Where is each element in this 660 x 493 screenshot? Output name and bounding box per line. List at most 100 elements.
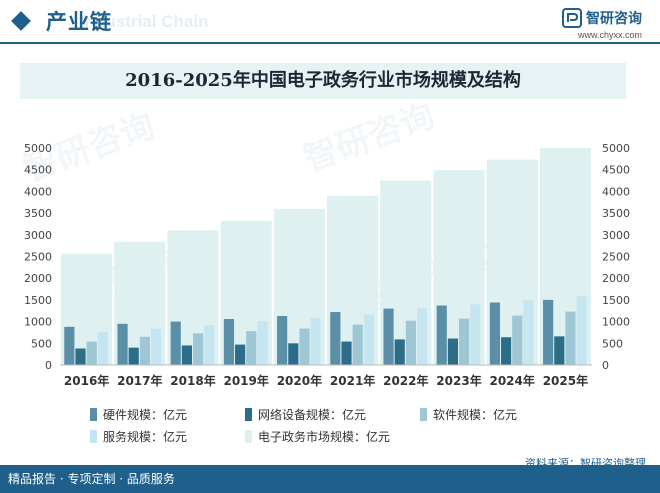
y-tick-label-left: 0	[45, 359, 52, 372]
series-bar-4	[97, 332, 108, 365]
x-tick-label: 2024年	[489, 373, 534, 388]
series-bar-1	[543, 299, 554, 365]
series-bar-1	[64, 326, 75, 365]
x-tick-label: 2019年	[223, 373, 268, 388]
legend-swatch	[245, 408, 252, 421]
series-bar-4	[150, 328, 162, 365]
x-tick-label: 2023年	[436, 373, 481, 388]
series-bar-2	[181, 345, 192, 365]
legend-item: 电子政务市场规模：亿元	[245, 428, 390, 445]
y-tick-label-right: 1000	[602, 316, 630, 329]
footer: 精品报告 · 专项定制 · 品质服务	[0, 465, 660, 493]
legend-swatch	[90, 408, 97, 421]
y-tick-label-left: 3000	[24, 229, 52, 242]
y-tick-label-left: 500	[31, 337, 52, 350]
diamond-icon	[11, 11, 31, 31]
series-bar-2	[128, 347, 139, 365]
x-tick-label: 2022年	[383, 373, 428, 388]
series-bar-4	[204, 325, 215, 365]
header-ghost-text: Industrial Chain	[80, 12, 209, 31]
series-bar-3	[459, 318, 470, 365]
legend-swatch	[90, 430, 97, 443]
y-tick-label-right: 2500	[602, 251, 630, 264]
series-bar-1	[489, 302, 501, 365]
y-tick-label-right: 500	[602, 337, 623, 350]
y-tick-label-right: 3000	[602, 229, 630, 242]
series-bar-1	[170, 321, 181, 365]
y-tick-label-right: 2000	[602, 272, 630, 285]
x-tick-label: 2021年	[330, 373, 375, 388]
y-tick-label-right: 4500	[602, 164, 630, 177]
series-bar-2	[501, 337, 512, 365]
footer-slogan: 精品报告 · 专项定制 · 品质服务	[8, 472, 175, 486]
series-bar-3	[352, 324, 363, 365]
legend-item: 硬件规模：亿元	[90, 406, 187, 423]
series-bar-1	[223, 318, 235, 365]
series-bar-2	[341, 341, 352, 365]
series-bar-3	[139, 336, 150, 365]
x-tick-label: 2020年	[277, 373, 322, 388]
series-bar-4	[363, 314, 374, 365]
legend-item: 服务规模：亿元	[90, 428, 187, 445]
header-rule	[0, 42, 660, 44]
series-bar-4	[416, 308, 428, 365]
series-bar-3	[193, 333, 204, 365]
series-bar-4	[576, 295, 587, 365]
section-title: 产业链	[46, 10, 112, 34]
series-bar-1	[436, 305, 447, 365]
chart-title-band: 2016-2025年中国电子政务行业市场规模及结构	[20, 63, 626, 99]
series-bar-2	[394, 339, 405, 365]
x-tick-label: 2017年	[117, 373, 162, 388]
series-bar-1	[277, 315, 288, 365]
legend-label: 软件规模：亿元	[433, 408, 518, 422]
y-tick-label-right: 5000	[602, 142, 630, 155]
y-tick-label-right: 4000	[602, 185, 630, 198]
y-tick-label-left: 3500	[24, 207, 52, 220]
series-bar-3	[405, 320, 416, 365]
brand-name: 智研咨询	[586, 11, 642, 27]
legend-swatch	[420, 408, 427, 421]
series-bar-1	[117, 323, 128, 365]
legend-label: 硬件规模：亿元	[103, 408, 188, 422]
series-bar-2	[554, 336, 565, 365]
series-bar-3	[86, 341, 97, 365]
y-tick-label-left: 4000	[24, 185, 52, 198]
y-tick-label-left: 1500	[24, 294, 52, 307]
legend-label: 网络设备规模：亿元	[258, 408, 367, 422]
series-bar-4	[523, 300, 534, 365]
y-tick-label-right: 3500	[602, 207, 630, 220]
x-tick-label: 2018年	[170, 373, 215, 388]
y-tick-label-right: 1500	[602, 294, 630, 307]
y-tick-label-left: 4500	[24, 164, 52, 177]
legend-swatch	[245, 430, 252, 443]
series-bar-2	[235, 344, 246, 365]
legend-item: 网络设备规模：亿元	[245, 406, 366, 423]
y-tick-label-left: 2500	[24, 251, 52, 264]
series-bar-2	[447, 338, 458, 365]
brand-url: www.chyxx.com	[577, 30, 642, 40]
y-tick-label-right: 0	[602, 359, 609, 372]
legend-label: 服务规模：亿元	[103, 430, 188, 444]
x-tick-label: 2025年	[543, 373, 588, 388]
legend-item: 软件规模：亿元	[420, 406, 517, 423]
series-bar-1	[330, 312, 341, 365]
series-bar-2	[75, 348, 86, 365]
y-tick-label-left: 1000	[24, 316, 52, 329]
series-bar-3	[565, 311, 576, 365]
legend-label: 电子政务市场规模：亿元	[258, 430, 391, 444]
series-bar-3	[246, 331, 257, 365]
header: Industrial Chain 产业链 智研咨询 www.chyxx.com	[0, 0, 660, 44]
brand-logo-icon	[562, 8, 582, 28]
series-bar-4	[470, 304, 481, 365]
brand: 智研咨询 www.chyxx.com	[562, 8, 642, 40]
series-bar-4	[310, 318, 321, 365]
series-bar-4	[257, 321, 268, 365]
y-tick-label-left: 2000	[24, 272, 52, 285]
series-bar-3	[299, 328, 310, 365]
series-bar-2	[288, 343, 299, 365]
chart-title: 2016-2025年中国电子政务行业市场规模及结构	[125, 70, 521, 91]
series-bar-3	[512, 315, 523, 365]
chart: 0 0 500 500 1000 1000 1500 1500 2000 2000 2500 2500…	[24, 142, 630, 388]
x-tick-label: 2016年	[64, 373, 109, 388]
y-tick-label-left: 5000	[24, 142, 52, 155]
